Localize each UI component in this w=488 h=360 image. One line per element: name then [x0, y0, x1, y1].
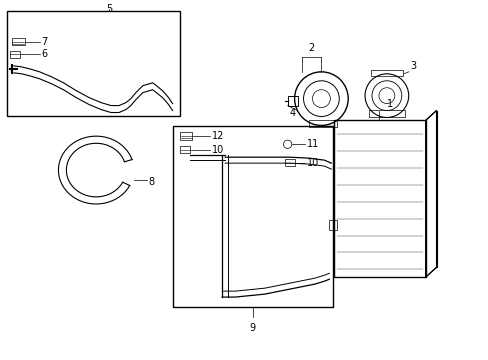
Bar: [287, 96, 297, 105]
Bar: [10, 51, 20, 58]
Bar: [180, 132, 192, 140]
Text: 10: 10: [212, 145, 224, 155]
Text: 6: 6: [41, 49, 48, 59]
Text: 4: 4: [289, 108, 295, 117]
Text: 5: 5: [106, 4, 112, 14]
Text: 12: 12: [212, 131, 224, 141]
Bar: [370, 70, 402, 76]
Text: 7: 7: [41, 37, 48, 47]
Text: 11: 11: [306, 139, 318, 149]
Bar: [7, 11, 180, 116]
Bar: [309, 121, 337, 127]
Bar: [284, 159, 294, 166]
Bar: [172, 126, 333, 307]
Bar: [180, 146, 190, 153]
Bar: [12, 38, 25, 45]
Text: 10: 10: [306, 158, 318, 168]
Bar: [328, 220, 337, 230]
Text: 1: 1: [386, 99, 392, 109]
Bar: [334, 121, 425, 277]
Text: 2: 2: [308, 43, 314, 53]
Bar: [368, 109, 404, 117]
Text: 9: 9: [249, 323, 256, 333]
Text: 3: 3: [410, 61, 416, 71]
Text: 8: 8: [148, 177, 155, 187]
